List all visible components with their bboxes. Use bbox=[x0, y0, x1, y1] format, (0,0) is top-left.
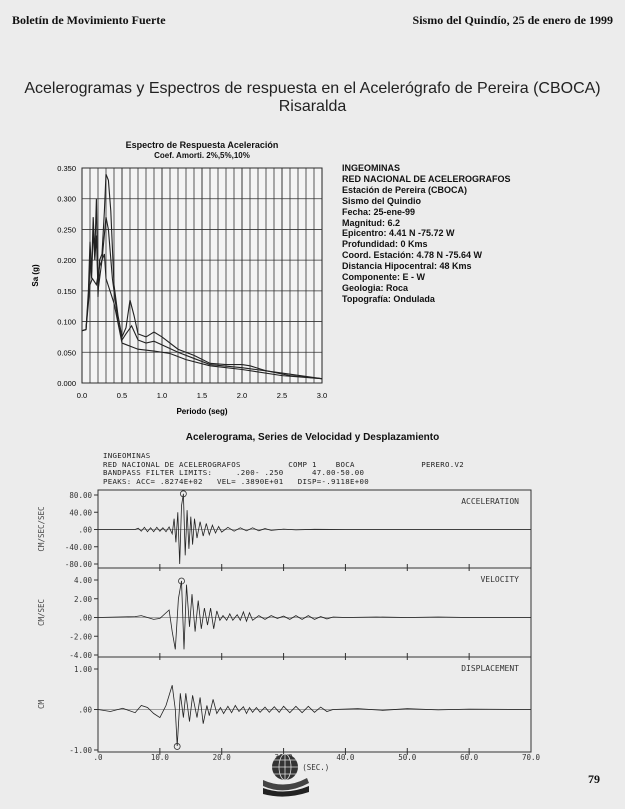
header-left: Boletín de Movimiento Fuerte bbox=[12, 13, 166, 27]
peak-marker bbox=[179, 490, 187, 498]
y-tick-label: -80.00 bbox=[65, 560, 93, 569]
x-tick-label: 50.0 bbox=[398, 753, 417, 762]
panel-label: VELOCITY bbox=[480, 575, 519, 584]
trace-acceleration bbox=[98, 493, 531, 565]
y-tick-label: 1.00 bbox=[74, 665, 93, 674]
y-tick-label: 0.300 bbox=[57, 195, 76, 204]
y-tick-label: 4.00 bbox=[74, 576, 93, 585]
spectrum-subtitle: Coef. Amorti. 2%,5%,10% bbox=[154, 151, 250, 160]
accelerogram-header: INGEOMINAS RED NACIONAL DE ACELEROGRAFOS … bbox=[103, 451, 464, 486]
y-tick-label: -40.00 bbox=[65, 543, 93, 552]
x-tick-label: 2.0 bbox=[237, 391, 247, 400]
spectrum-series-10pct bbox=[81, 253, 323, 380]
y-tick-label: 0.000 bbox=[57, 379, 76, 388]
station-info-line: Distancia Hipocentral: 48 Kms bbox=[342, 261, 472, 272]
y-tick-label: .00 bbox=[78, 614, 92, 623]
spectrum-chart: 0.000 0.050 0.100 0.150 0.200 0.250 0.300 0.350… bbox=[31, 164, 327, 416]
station-info-line: Topografía: Ondulada bbox=[342, 293, 435, 304]
trace-velocity bbox=[97, 580, 531, 650]
x-tick-label: .0 bbox=[93, 753, 103, 762]
panel-frame-displacement bbox=[97, 656, 532, 753]
x-tick-label: 40.0 bbox=[336, 753, 355, 762]
peak-marker bbox=[178, 577, 185, 585]
station-info-line: Sismo del Quindio bbox=[342, 195, 422, 206]
y-tick-label: -4.00 bbox=[69, 651, 92, 660]
x-tick-label: 60.0 bbox=[460, 753, 479, 762]
y-axis-label: Sa (g) bbox=[31, 264, 40, 287]
y-tick-label: .00 bbox=[78, 526, 92, 535]
y-tick-label: 40.00 bbox=[69, 508, 92, 517]
station-info-line: Componente: E - W bbox=[342, 272, 425, 283]
x-tick-label: 3.0 bbox=[317, 391, 327, 400]
accelerogram-header-line: RED NACIONAL DE ACELEROGRAFOS COMP 1 BOC… bbox=[103, 459, 464, 469]
y-tick-label: 0.350 bbox=[57, 164, 76, 173]
x-tick-label: 20.0 bbox=[213, 753, 232, 762]
trace-displacement bbox=[97, 685, 532, 747]
y-axis-label: CM bbox=[37, 700, 46, 710]
y-tick-label: 0.200 bbox=[57, 256, 76, 265]
peak-marker bbox=[173, 743, 181, 750]
x-tick-label: 10.0 bbox=[151, 753, 170, 762]
station-info-line: Coord. Estación: 4.78 N -75.64 W bbox=[342, 250, 483, 261]
station-info-line: Epicentro: 4.41 N -75.72 W bbox=[342, 228, 455, 239]
logo-icon bbox=[263, 753, 309, 797]
page-title: Acelerogramas y Espectros de respuesta e… bbox=[24, 80, 601, 97]
header-right: Sismo del Quindío, 25 de enero de 1999 bbox=[412, 13, 613, 27]
accelerogram-title: Acelerograma, Series de Velocidad y Desp… bbox=[185, 432, 440, 443]
station-info-line: INGEOMINAS bbox=[342, 163, 401, 173]
x-tick-label: 70.0 bbox=[522, 753, 541, 762]
y-tick-label: 80.00 bbox=[69, 491, 92, 500]
panel-label: ACCELERATION bbox=[461, 497, 519, 506]
y-tick-label: 0.050 bbox=[57, 348, 76, 357]
x-tick-label: 1.0 bbox=[157, 391, 167, 400]
station-info-line: RED NACIONAL DE ACELEROGRAFOS bbox=[342, 173, 511, 184]
station-info-line: Estación de Pereira (CBOCA) bbox=[342, 184, 468, 195]
panel-label: DISPLACEMENT bbox=[461, 664, 519, 673]
time-series-chart: 80.00 40.00 .00 -40.00 -80.00 CM/SEC/SEC ACCEL… bbox=[37, 489, 541, 772]
y-tick-label: 0.250 bbox=[57, 225, 76, 234]
y-tick-label: -2.00 bbox=[69, 632, 92, 641]
y-tick-label: 2.00 bbox=[74, 595, 93, 604]
station-info-line: Geologia: Roca bbox=[342, 282, 409, 293]
station-info-line: Magnitud: 6.2 bbox=[342, 217, 400, 228]
x-axis-label: Periodo (seg) bbox=[176, 407, 227, 416]
panel-frame-velocity bbox=[97, 567, 532, 658]
spectrum-title: Espectro de Respuesta Aceleración bbox=[125, 140, 279, 150]
x-axis-label: TIME (SEC.) bbox=[280, 763, 330, 772]
x-tick-label: 0.0 bbox=[77, 391, 87, 400]
station-info-line: Profundidad: 0 Kms bbox=[342, 239, 428, 250]
page-number: 79 bbox=[588, 772, 600, 786]
y-tick-label: 0.150 bbox=[57, 287, 76, 296]
accelerogram-header-line: PEAKS: ACC= .8274E+02 VEL= .3890E+01 DIS… bbox=[103, 476, 369, 486]
station-info: INGEOMINAS RED NACIONAL DE ACELEROGRAFOS E… bbox=[342, 163, 511, 305]
x-tick-label: 2.5 bbox=[277, 391, 287, 400]
y-tick-label: .00 bbox=[78, 706, 92, 715]
x-tick-label: 0.5 bbox=[117, 391, 127, 400]
y-tick-label: 0.100 bbox=[57, 318, 76, 327]
accelerogram-header-line: INGEOMINAS bbox=[103, 451, 151, 460]
y-tick-label: -1.00 bbox=[69, 746, 92, 755]
y-axis-label: CM/SEC bbox=[37, 599, 46, 626]
y-axis-label: CM/SEC/SEC bbox=[37, 506, 46, 551]
x-tick-label: 1.5 bbox=[197, 391, 207, 400]
accelerogram-header-line: BANDPASS FILTER LIMITS: .200- .250 47.00… bbox=[103, 468, 365, 478]
page-subtitle: Risaralda bbox=[278, 98, 347, 115]
station-info-line: Fecha: 25-ene-99 bbox=[342, 206, 416, 217]
